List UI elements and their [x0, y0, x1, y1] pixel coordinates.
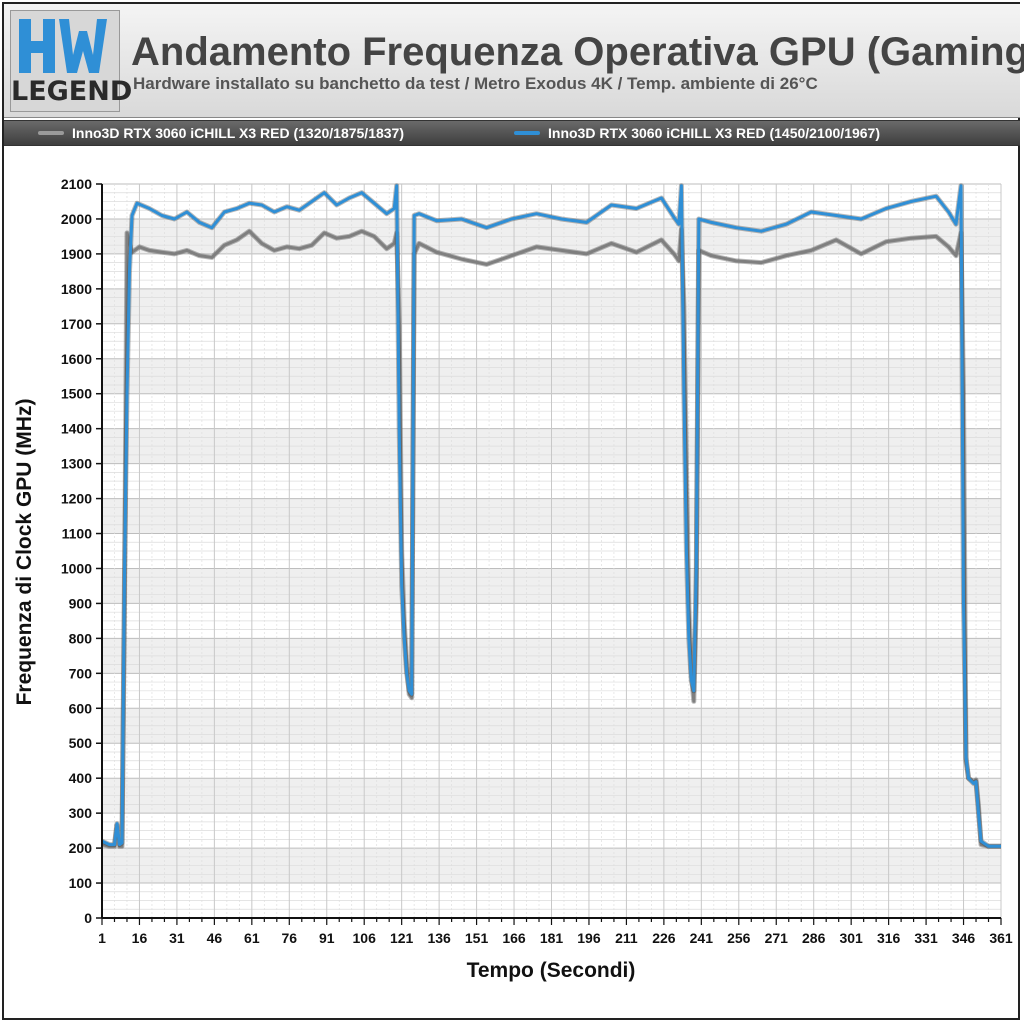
x-tick-label: 331	[914, 930, 938, 946]
x-tick-label: 346	[952, 930, 976, 946]
legend-label-series-2: Inno3D RTX 3060 iCHILL X3 RED (1450/2100…	[548, 125, 880, 141]
y-axis-title: Frequenza di Clock GPU (MHz)	[13, 399, 36, 706]
chart-subtitle: Hardware installato su banchetto da test…	[133, 74, 818, 93]
x-tick-label: 31	[169, 930, 185, 946]
x-axis-title: Tempo (Secondi)	[467, 959, 636, 982]
x-tick-label: 136	[427, 930, 451, 946]
y-tick-label: 800	[69, 630, 93, 646]
legend-swatch-series-1	[38, 131, 64, 135]
x-tick-label: 76	[282, 930, 298, 946]
hwu-logo: LEGEND	[10, 10, 133, 112]
x-tick-label: 196	[577, 930, 601, 946]
y-tick-label: 1300	[61, 456, 92, 472]
x-tick-label: 226	[652, 930, 676, 946]
y-tick-label: 1600	[61, 351, 92, 367]
y-tick-label: 1000	[61, 560, 92, 576]
x-tick-label: 361	[989, 930, 1013, 946]
axis-layer: 0100200300400500600700800900100011001200…	[61, 176, 1013, 946]
series-layer	[100, 183, 1001, 849]
grid-layer	[101, 183, 1002, 919]
legend-item-series-2: Inno3D RTX 3060 iCHILL X3 RED (1450/2100…	[514, 124, 880, 142]
legend-item-series-1: Inno3D RTX 3060 iCHILL X3 RED (1320/1875…	[38, 124, 404, 142]
y-tick-label: 1500	[61, 386, 92, 402]
x-tick-label: 166	[502, 930, 526, 946]
x-tick-label: 16	[132, 930, 148, 946]
chart-title: Andamento Frequenza Operativa GPU (Gamin…	[131, 30, 1024, 74]
y-tick-label: 400	[69, 770, 93, 786]
legend-label-series-1: Inno3D RTX 3060 iCHILL X3 RED (1320/1875…	[72, 125, 404, 141]
x-tick-label: 316	[877, 930, 901, 946]
y-tick-label: 2000	[61, 211, 92, 227]
logo-text: LEGEND	[11, 76, 133, 107]
x-tick-label: 301	[839, 930, 863, 946]
series-line-2	[101, 184, 1001, 848]
y-tick-label: 200	[69, 840, 93, 856]
y-tick-label: 300	[69, 805, 93, 821]
x-tick-label: 151	[465, 930, 489, 946]
y-tick-label: 1400	[61, 421, 92, 437]
y-tick-label: 600	[69, 700, 93, 716]
y-tick-label: 2100	[61, 176, 92, 192]
legend: Inno3D RTX 3060 iCHILL X3 RED (1320/1875…	[4, 120, 1020, 146]
y-tick-label: 100	[69, 875, 93, 891]
y-tick-label: 500	[69, 735, 93, 751]
y-tick-label: 0	[84, 910, 92, 926]
y-tick-label: 700	[69, 665, 93, 681]
x-tick-label: 91	[319, 930, 335, 946]
y-tick-label: 1900	[61, 246, 92, 262]
y-tick-label: 1800	[61, 281, 92, 297]
y-tick-label: 1100	[62, 526, 93, 542]
x-tick-label: 181	[540, 930, 564, 946]
x-tick-label: 46	[207, 930, 223, 946]
x-tick-label: 271	[765, 930, 789, 946]
y-tick-label: 1700	[61, 316, 92, 332]
chart-header: LEGEND Andamento Frequenza Operativa GPU…	[4, 4, 1024, 118]
x-tick-label: 106	[353, 930, 377, 946]
series-line-1	[101, 227, 1001, 848]
legend-swatch-series-2	[514, 131, 540, 135]
x-tick-label: 61	[244, 930, 260, 946]
x-tick-label: 211	[615, 930, 638, 946]
x-tick-label: 121	[390, 930, 414, 946]
y-tick-label: 900	[69, 595, 93, 611]
x-tick-label: 241	[690, 930, 714, 946]
hwu-logo-mark	[19, 19, 107, 73]
x-tick-label: 256	[727, 930, 751, 946]
x-tick-label: 1	[98, 930, 106, 946]
y-tick-label: 1200	[61, 491, 92, 507]
x-tick-label: 286	[802, 930, 826, 946]
